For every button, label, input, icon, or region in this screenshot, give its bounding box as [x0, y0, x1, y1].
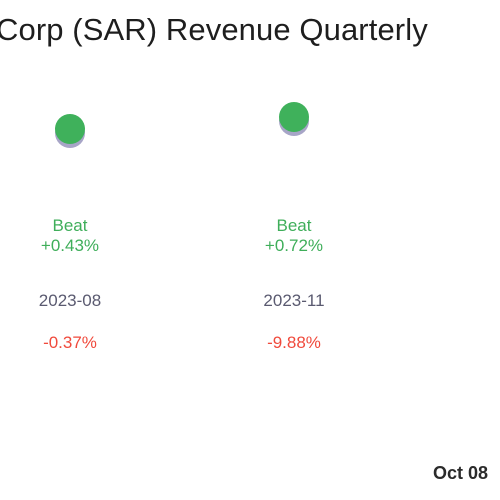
beat-miss-label: M — [448, 216, 500, 235]
beat-miss-label: Beat — [276, 216, 312, 235]
quarter-column: M-120-1 — [448, 0, 500, 500]
marker-face — [279, 102, 309, 132]
surprise-percent: +0.72% — [264, 236, 324, 255]
change-percent: -0.37% — [43, 333, 97, 352]
quarter-column: Beat +0.72% 2023-11 -9.88% — [224, 0, 384, 500]
quarter-column: Beat +0.43% 2023-08 -0.37% — [0, 0, 160, 500]
surprise-percent: +0.43% — [40, 236, 100, 255]
period-label: 2023-08 — [38, 291, 102, 310]
beat-miss-label: Beat — [52, 216, 88, 235]
marker-face — [55, 114, 85, 144]
revenue-point-marker — [279, 102, 309, 136]
period-label: 2023-11 — [263, 291, 325, 310]
footer-date: Oct 08 — [433, 463, 489, 483]
period-label: 20 — [448, 291, 500, 310]
change-percent: -9.88% — [267, 333, 321, 352]
change-percent: -1 — [448, 333, 500, 352]
surprise-percent: -1 — [448, 236, 500, 255]
chart-title: Corp (SAR) Revenue Quarterly — [0, 12, 428, 47]
revenue-point-marker — [55, 114, 85, 148]
